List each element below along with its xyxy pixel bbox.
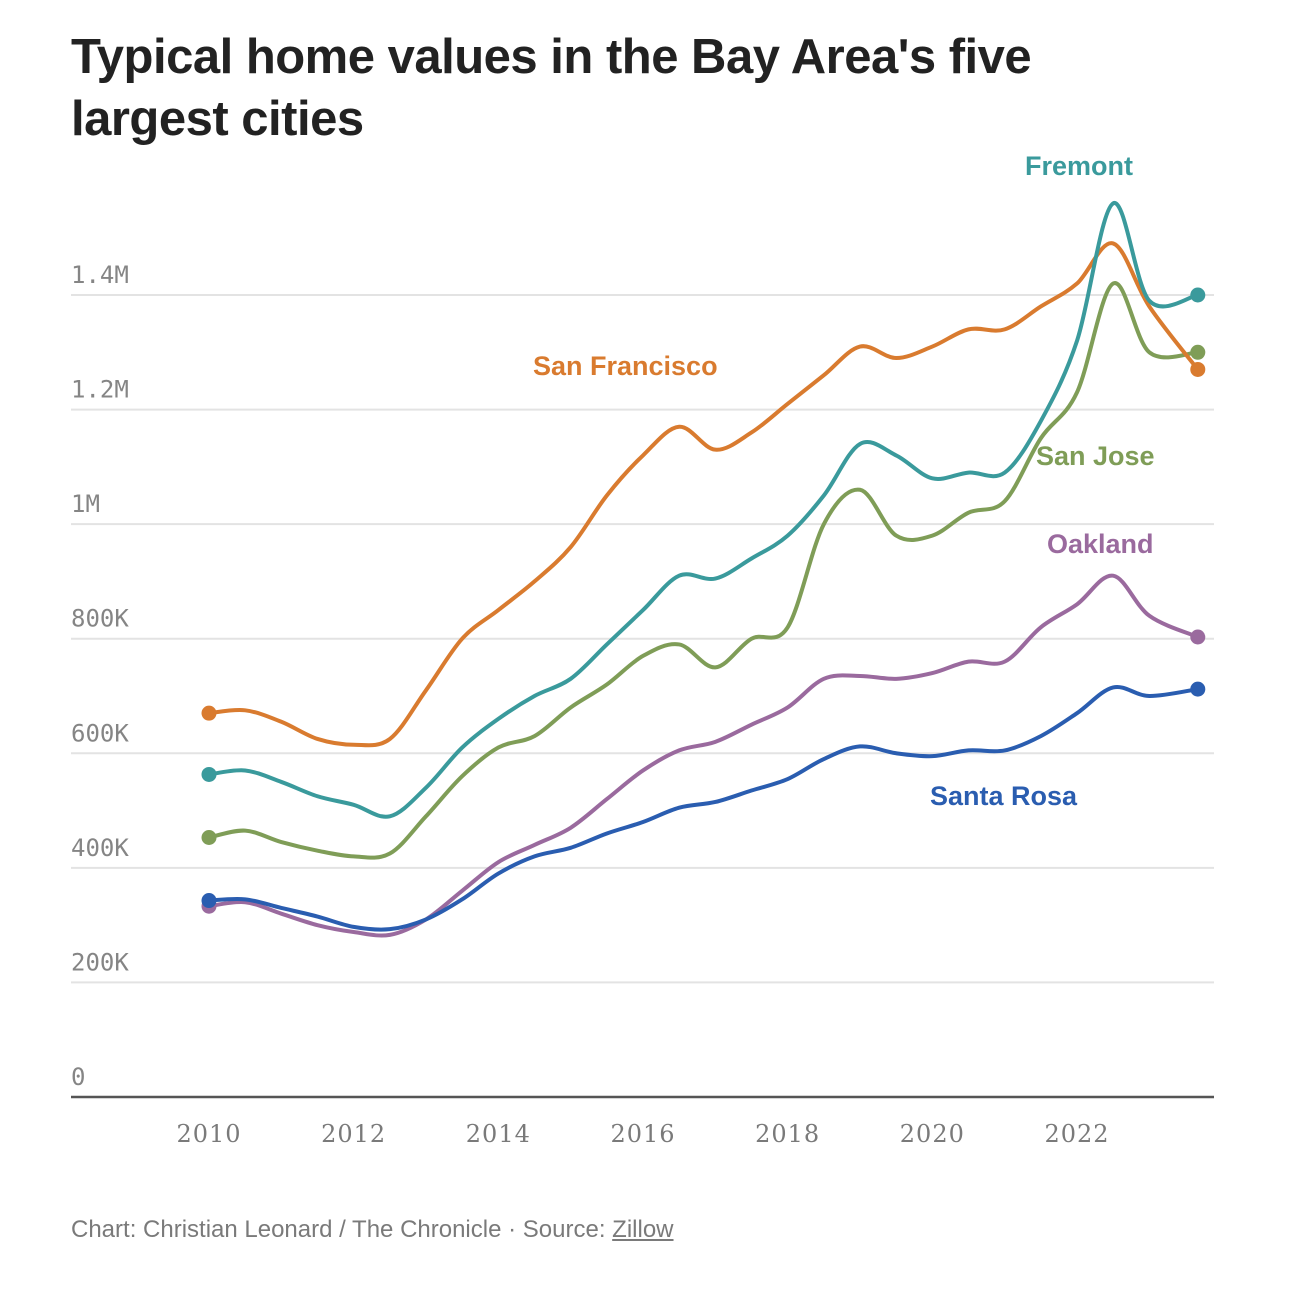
y-tick-label: 600K <box>71 719 129 747</box>
x-tick-label: 2016 <box>610 1120 675 1148</box>
start-point-santa-rosa <box>201 893 217 909</box>
x-tick-label: 2022 <box>1044 1120 1109 1148</box>
start-point-san-francisco <box>201 705 217 721</box>
series-label-santa-rosa: Santa Rosa <box>930 781 1078 811</box>
end-point-oakland <box>1190 629 1206 645</box>
chart-footer: Chart: Christian Leonard / The Chronicle… <box>71 1216 674 1244</box>
x-axis-ticks: 2010 2012 2014 2016 2018 2020 2022 <box>176 1120 1109 1148</box>
start-point-san-jose <box>201 829 217 845</box>
series-line-san-francisco <box>207 241 1200 748</box>
series-label-san-francisco: San Francisco <box>533 351 718 381</box>
y-tick-label: 1.4M <box>71 261 129 289</box>
x-tick-label: 2010 <box>176 1120 241 1148</box>
series-lines <box>207 201 1200 938</box>
y-axis-ticks: 0 200K 400K 600K 800K 1M 1.2M 1.4M <box>71 261 129 1091</box>
series-labels: Fremont San Francisco San Jose Oakland S… <box>533 151 1155 811</box>
series-line-oakland <box>207 573 1200 938</box>
end-point-san-jose <box>1190 344 1206 360</box>
x-tick-label: 2020 <box>900 1120 965 1148</box>
series-line-san-jose <box>207 281 1200 860</box>
y-tick-label: 1.2M <box>71 376 129 404</box>
end-point-san-francisco <box>1190 361 1206 377</box>
series-label-san-jose: San Jose <box>1036 441 1155 471</box>
footer-separator: · <box>501 1216 523 1243</box>
source-link-zillow[interactable]: Zillow <box>612 1216 674 1243</box>
chart-title: Typical home values in the Bay Area's fi… <box>71 30 1032 146</box>
series-endpoints <box>201 287 1206 914</box>
y-tick-label: 800K <box>71 605 129 633</box>
chart-credit: Chart: Christian Leonard / The Chronicle <box>71 1216 502 1243</box>
source-label: Source: <box>522 1216 613 1243</box>
end-point-santa-rosa <box>1190 681 1206 697</box>
x-tick-label: 2012 <box>321 1120 386 1148</box>
series-line-fremont <box>207 201 1200 819</box>
start-point-fremont <box>201 766 217 782</box>
series-label-fremont: Fremont <box>1025 151 1133 181</box>
x-tick-label: 2014 <box>466 1120 531 1148</box>
series-label-oakland: Oakland <box>1047 529 1154 559</box>
y-tick-label: 1M <box>71 490 100 518</box>
y-tick-label: 0 <box>71 1063 85 1091</box>
y-tick-label: 200K <box>71 948 129 976</box>
end-point-fremont <box>1190 287 1206 303</box>
y-tick-label: 400K <box>71 834 129 862</box>
series-line-santa-rosa <box>207 684 1200 932</box>
gridlines <box>71 294 1214 984</box>
x-tick-label: 2018 <box>755 1120 820 1148</box>
